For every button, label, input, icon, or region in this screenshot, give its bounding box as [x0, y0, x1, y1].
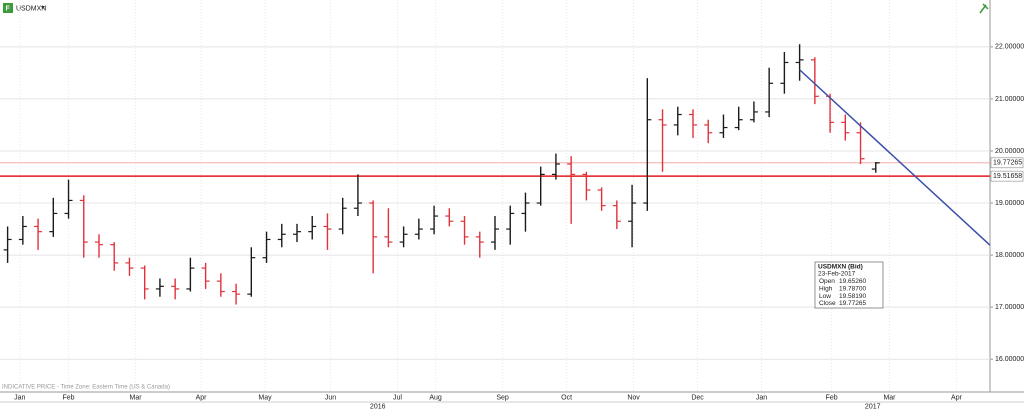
y-tick-label: 21.00000 [995, 96, 1024, 103]
info-key: High [819, 286, 833, 293]
info-title: USDMXN (Bid) [818, 264, 863, 271]
y-tick-label: 19.00000 [995, 200, 1024, 207]
x-tick-label: Mar [130, 394, 143, 401]
year-label: 2017 [865, 403, 881, 410]
pin-icon[interactable] [979, 3, 989, 14]
x-tick-label: Oct [561, 394, 572, 401]
x-tick-label: Mar [883, 394, 896, 401]
x-tick-label: Aug [429, 394, 442, 401]
level-label: 19.77265 [993, 160, 1022, 167]
level-label: 19.51658 [993, 173, 1022, 180]
info-key: Close [819, 300, 836, 307]
info-value: 19.78700 [839, 286, 866, 293]
x-tick-label: Jul [393, 394, 402, 401]
info-value: 19.58190 [839, 293, 866, 300]
info-key: Low [819, 293, 831, 300]
x-tick-label: Nov [627, 394, 640, 401]
y-tick-label: 20.00000 [995, 148, 1024, 155]
y-tick-label: 17.00000 [995, 304, 1024, 311]
x-tick-label: Feb [826, 394, 838, 401]
x-tick-label: May [258, 394, 272, 401]
x-tick-label: Apr [951, 394, 963, 401]
x-tick-label: Jun [325, 394, 336, 401]
info-date: 23-Feb-2017 [818, 271, 856, 278]
info-value: 19.65260 [839, 278, 866, 285]
info-value: 19.77265 [839, 300, 866, 307]
dropdown-arrow[interactable] [41, 6, 45, 9]
ticker-icon[interactable] [3, 3, 13, 13]
footnote: INDICATIVE PRICE - Time Zone: Eastern Ti… [2, 385, 170, 391]
x-tick-label: Jan [14, 394, 25, 401]
level-tag [990, 170, 1024, 182]
x-tick-label: Dec [691, 394, 704, 401]
y-tick-label: 18.00000 [995, 252, 1024, 259]
y-tick-label: 22.00000 [995, 44, 1024, 51]
x-tick-label: Sep [496, 394, 509, 401]
trend-line [799, 69, 991, 246]
chart-title[interactable]: USDMXN [16, 5, 46, 12]
year-label: 2016 [370, 403, 386, 410]
info-box [814, 261, 884, 309]
x-tick-label: Feb [63, 394, 75, 401]
info-key: Open [819, 278, 835, 285]
level-tag [990, 157, 1024, 169]
icon-glyph: F [6, 5, 11, 12]
y-tick-label: 16.00000 [995, 356, 1024, 363]
x-tick-label: Apr [196, 394, 208, 401]
x-tick-label: Jan [756, 394, 767, 401]
